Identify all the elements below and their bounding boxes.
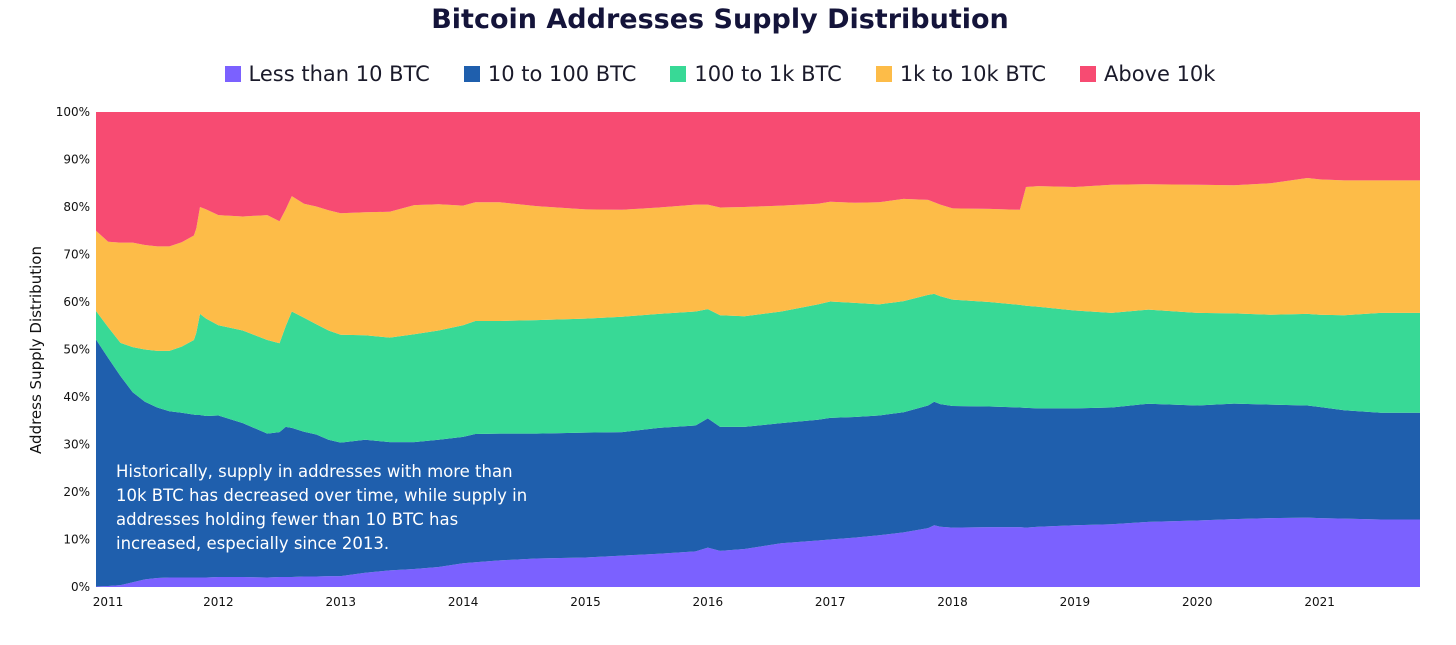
x-tick-label: 2012 [203, 595, 234, 609]
x-tick-label: 2017 [815, 595, 846, 609]
legend-item-100-to-1k: 100 to 1k BTC [670, 62, 842, 86]
area-series-group [96, 112, 1420, 587]
legend-label: Above 10k [1104, 62, 1216, 86]
y-axis-label: Address Supply Distribution [27, 246, 45, 454]
x-tick-label: 2015 [570, 595, 601, 609]
legend-item-less-than-10: Less than 10 BTC [224, 62, 430, 86]
x-tick-label: 2019 [1060, 595, 1091, 609]
legend-item-10-to-100: 10 to 100 BTC [463, 62, 637, 86]
y-tick-label: 20% [63, 485, 90, 499]
y-tick-label: 30% [63, 438, 90, 452]
legend-label: 10 to 100 BTC [487, 62, 637, 86]
legend-swatch [224, 66, 241, 82]
y-tick-label: 70% [63, 248, 90, 262]
area-series-1 [96, 339, 1420, 587]
x-axis: 2011 2012 2013 2014 2015 2016 2017 2018 2019 2020… [93, 595, 1335, 609]
legend-swatch [670, 66, 687, 82]
legend-swatch [875, 66, 892, 82]
legend-label: 1k to 10k BTC [899, 62, 1046, 86]
area-series-3 [96, 178, 1420, 351]
legend-item-above-10k: Above 10k [1080, 62, 1215, 86]
x-tick-label: 2014 [448, 595, 479, 609]
y-tick-label: 50% [63, 343, 90, 357]
x-tick-label: 2021 [1304, 595, 1335, 609]
y-tick-label: 10% [63, 533, 90, 547]
x-tick-label: 2018 [937, 595, 968, 609]
y-tick-label: 100% [56, 105, 90, 119]
legend-swatch [1080, 66, 1096, 82]
legend-item-1k-to-10k: 1k to 10k BTC [875, 62, 1046, 86]
area-series-4 [96, 112, 1420, 247]
area-series-2 [96, 293, 1420, 443]
legend-label: 100 to 1k BTC [694, 62, 842, 86]
y-tick-label: 80% [63, 200, 90, 214]
y-axis: 0% 10% 20% 30% 40% 50% 60% 70% 80% 90% 100% [56, 105, 90, 594]
x-tick-label: 2011 [93, 595, 124, 609]
y-tick-label: 60% [63, 295, 90, 309]
chart-annotation: Historically, supply in addresses with m… [116, 462, 528, 553]
y-tick-label: 0% [71, 580, 90, 594]
chart-legend: Less than 10 BTC 10 to 100 BTC 100 to 1k… [0, 62, 1440, 86]
x-tick-label: 2016 [693, 595, 724, 609]
chart-title: Bitcoin Addresses Supply Distribution [431, 4, 1009, 35]
legend-label: Less than 10 BTC [248, 62, 430, 86]
y-tick-label: 90% [63, 153, 90, 167]
x-tick-label: 2013 [325, 595, 356, 609]
legend-swatch [463, 66, 480, 82]
x-tick-label: 2020 [1182, 595, 1213, 609]
area-series-0 [96, 517, 1420, 587]
y-tick-label: 40% [63, 390, 90, 404]
